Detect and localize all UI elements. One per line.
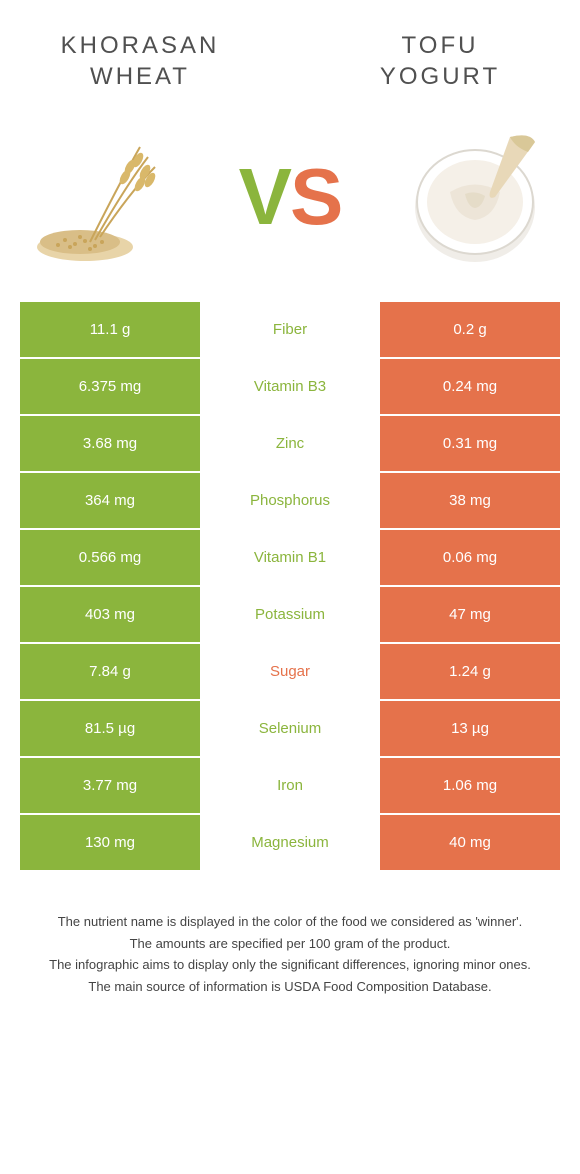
left-value: 403 mg bbox=[20, 587, 200, 642]
right-value: 38 mg bbox=[380, 473, 560, 528]
right-value: 1.24 g bbox=[380, 644, 560, 699]
left-food-title: Khorasan wheat bbox=[40, 30, 240, 92]
right-value: 1.06 mg bbox=[380, 758, 560, 813]
table-row: 81.5 µgSelenium13 µg bbox=[20, 701, 560, 756]
left-value: 11.1 g bbox=[20, 302, 200, 357]
nutrient-label: Vitamin B3 bbox=[200, 359, 380, 414]
table-row: 364 mgPhosphorus38 mg bbox=[20, 473, 560, 528]
nutrient-table: 11.1 gFiber0.2 g6.375 mgVitamin B30.24 m… bbox=[0, 302, 580, 870]
vs-v: V bbox=[239, 152, 290, 241]
yogurt-image bbox=[400, 122, 550, 272]
footnote-line: The nutrient name is displayed in the co… bbox=[35, 912, 545, 932]
table-row: 6.375 mgVitamin B30.24 mg bbox=[20, 359, 560, 414]
left-value: 364 mg bbox=[20, 473, 200, 528]
header: Khorasan wheat Tofu yogurt bbox=[0, 0, 580, 102]
hero-row: VS bbox=[0, 102, 580, 302]
wheat-image bbox=[30, 122, 180, 272]
nutrient-label: Magnesium bbox=[200, 815, 380, 870]
nutrient-label: Phosphorus bbox=[200, 473, 380, 528]
nutrient-label: Iron bbox=[200, 758, 380, 813]
right-value: 0.2 g bbox=[380, 302, 560, 357]
left-value: 0.566 mg bbox=[20, 530, 200, 585]
left-value: 3.68 mg bbox=[20, 416, 200, 471]
table-row: 3.68 mgZinc0.31 mg bbox=[20, 416, 560, 471]
vs-label: VS bbox=[239, 151, 342, 243]
table-row: 403 mgPotassium47 mg bbox=[20, 587, 560, 642]
right-value: 0.06 mg bbox=[380, 530, 560, 585]
nutrient-label: Fiber bbox=[200, 302, 380, 357]
table-row: 130 mgMagnesium40 mg bbox=[20, 815, 560, 870]
right-value: 0.31 mg bbox=[380, 416, 560, 471]
nutrient-label: Potassium bbox=[200, 587, 380, 642]
table-row: 7.84 gSugar1.24 g bbox=[20, 644, 560, 699]
right-value: 40 mg bbox=[380, 815, 560, 870]
footnote-line: The amounts are specified per 100 gram o… bbox=[35, 934, 545, 954]
footnotes: The nutrient name is displayed in the co… bbox=[0, 872, 580, 1028]
right-value: 47 mg bbox=[380, 587, 560, 642]
table-row: 0.566 mgVitamin B10.06 mg bbox=[20, 530, 560, 585]
right-value: 0.24 mg bbox=[380, 359, 560, 414]
footnote-line: The infographic aims to display only the… bbox=[35, 955, 545, 975]
left-value: 81.5 µg bbox=[20, 701, 200, 756]
left-value: 3.77 mg bbox=[20, 758, 200, 813]
table-row: 3.77 mgIron1.06 mg bbox=[20, 758, 560, 813]
left-value: 6.375 mg bbox=[20, 359, 200, 414]
table-row: 11.1 gFiber0.2 g bbox=[20, 302, 560, 357]
left-value: 130 mg bbox=[20, 815, 200, 870]
nutrient-label: Zinc bbox=[200, 416, 380, 471]
right-food-title: Tofu yogurt bbox=[340, 30, 540, 92]
vs-s: S bbox=[290, 152, 341, 241]
right-value: 13 µg bbox=[380, 701, 560, 756]
nutrient-label: Sugar bbox=[200, 644, 380, 699]
left-value: 7.84 g bbox=[20, 644, 200, 699]
nutrient-label: Vitamin B1 bbox=[200, 530, 380, 585]
nutrient-label: Selenium bbox=[200, 701, 380, 756]
footnote-line: The main source of information is USDA F… bbox=[35, 977, 545, 997]
